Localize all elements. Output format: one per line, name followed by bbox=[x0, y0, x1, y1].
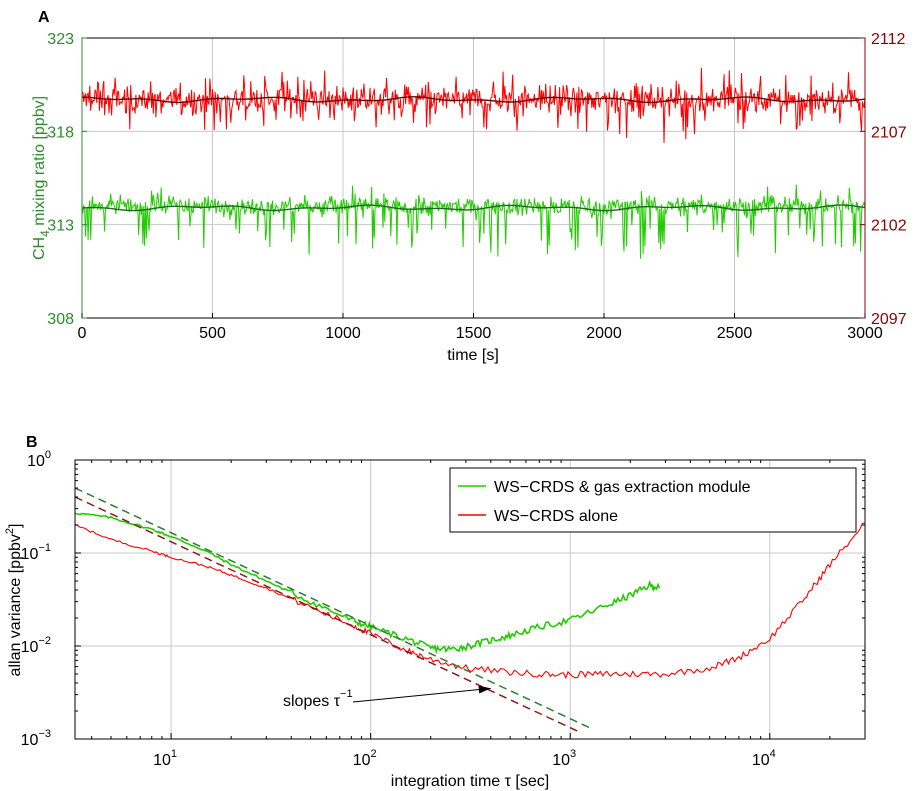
panel-b-frame bbox=[74, 459, 866, 740]
panel-a-series bbox=[81, 67, 866, 259]
panel-a-grid bbox=[82, 38, 865, 318]
allan-series-2 bbox=[74, 487, 594, 730]
panel-b-series bbox=[74, 487, 866, 733]
series-line-2 bbox=[81, 184, 866, 259]
series-line-3 bbox=[82, 204, 866, 212]
annotation-sup: −1 bbox=[340, 688, 353, 700]
x-tick-label: 104 bbox=[752, 748, 776, 769]
panel-b-ylabel: allan variance [ppbv2] bbox=[4, 524, 24, 677]
y-tick-label-left: 308 bbox=[47, 311, 74, 328]
panel-a-ylabel: CH4 mixing ratio [ppbv] bbox=[31, 96, 52, 260]
ylabel-main: CH bbox=[31, 237, 48, 260]
y-tick-label-right: 2112 bbox=[871, 31, 906, 48]
panel-b-xlabel: integration time τ [sec] bbox=[391, 773, 549, 790]
annotation-arrow bbox=[352, 687, 491, 703]
y-tick-label: 10−2 bbox=[21, 635, 51, 656]
y-tick-label-left: 318 bbox=[47, 124, 74, 141]
panel-a-label: A bbox=[38, 9, 50, 26]
panel-a: A 0 500 1000 1500 2000 2500 3000 308 313 318 323 20… bbox=[31, 9, 907, 364]
y-tick-label: 10−1 bbox=[21, 542, 51, 563]
y-tick-label-right: 2097 bbox=[871, 311, 907, 328]
legend: WS−CRDS & gas extraction module WS−CRDS … bbox=[449, 467, 857, 533]
x-tick-label: 102 bbox=[353, 748, 377, 769]
ylabel-b-close: ] bbox=[7, 524, 24, 528]
slope-annotation: slopes τ−1 bbox=[283, 685, 491, 710]
allan-series-0 bbox=[74, 512, 661, 655]
allan-series-1 bbox=[74, 522, 866, 680]
x-tick-label: 103 bbox=[552, 748, 576, 769]
panel-a-xlabel: time [s] bbox=[447, 347, 499, 364]
ylabel-b-main: allan variance [ppbv bbox=[7, 534, 24, 676]
ylabel-rest: mixing ratio [ppbv] bbox=[31, 96, 48, 230]
y-tick-label: 10−3 bbox=[21, 728, 51, 749]
legend-label-0: WS−CRDS & gas extraction module bbox=[494, 479, 751, 496]
y-tick-label: 100 bbox=[27, 449, 51, 470]
panel-b: B 101 102 103 104 10−3 10−2 10−1 100 integratio… bbox=[4, 434, 866, 790]
x-tick-label: 101 bbox=[153, 748, 177, 769]
x-tick-label: 2500 bbox=[717, 325, 753, 342]
series-line-1 bbox=[82, 96, 866, 104]
x-tick-label: 1000 bbox=[325, 325, 361, 342]
x-tick-label: 0 bbox=[78, 325, 87, 342]
x-tick-label: 3000 bbox=[847, 325, 883, 342]
series-line-0 bbox=[82, 67, 866, 143]
allan-series-3 bbox=[74, 496, 579, 733]
y-tick-label-left: 313 bbox=[47, 218, 74, 235]
y-tick-label-right: 2102 bbox=[871, 218, 907, 235]
x-tick-label: 1500 bbox=[456, 325, 492, 342]
legend-label-1: WS−CRDS alone bbox=[494, 508, 618, 525]
annotation-main: slopes τ bbox=[283, 693, 341, 710]
x-tick-label: 500 bbox=[199, 325, 226, 342]
panel-b-ticks: 101 102 103 104 10−3 10−2 10−1 100 bbox=[21, 449, 865, 769]
legend-box bbox=[449, 467, 857, 533]
annotation-text: slopes τ−1 bbox=[283, 688, 353, 710]
annotation-arrowhead bbox=[478, 685, 491, 694]
y-tick-label-right: 2107 bbox=[871, 124, 907, 141]
ylabel-sub: 4 bbox=[38, 230, 52, 237]
ylabel-b-sup: 2 bbox=[4, 528, 16, 534]
x-tick-label: 2000 bbox=[586, 325, 622, 342]
panel-b-label: B bbox=[26, 434, 38, 451]
panel-a-ticks: 0 500 1000 1500 2000 2500 3000 308 313 318 323 2097… bbox=[47, 31, 906, 342]
y-tick-label-left: 323 bbox=[47, 31, 74, 48]
